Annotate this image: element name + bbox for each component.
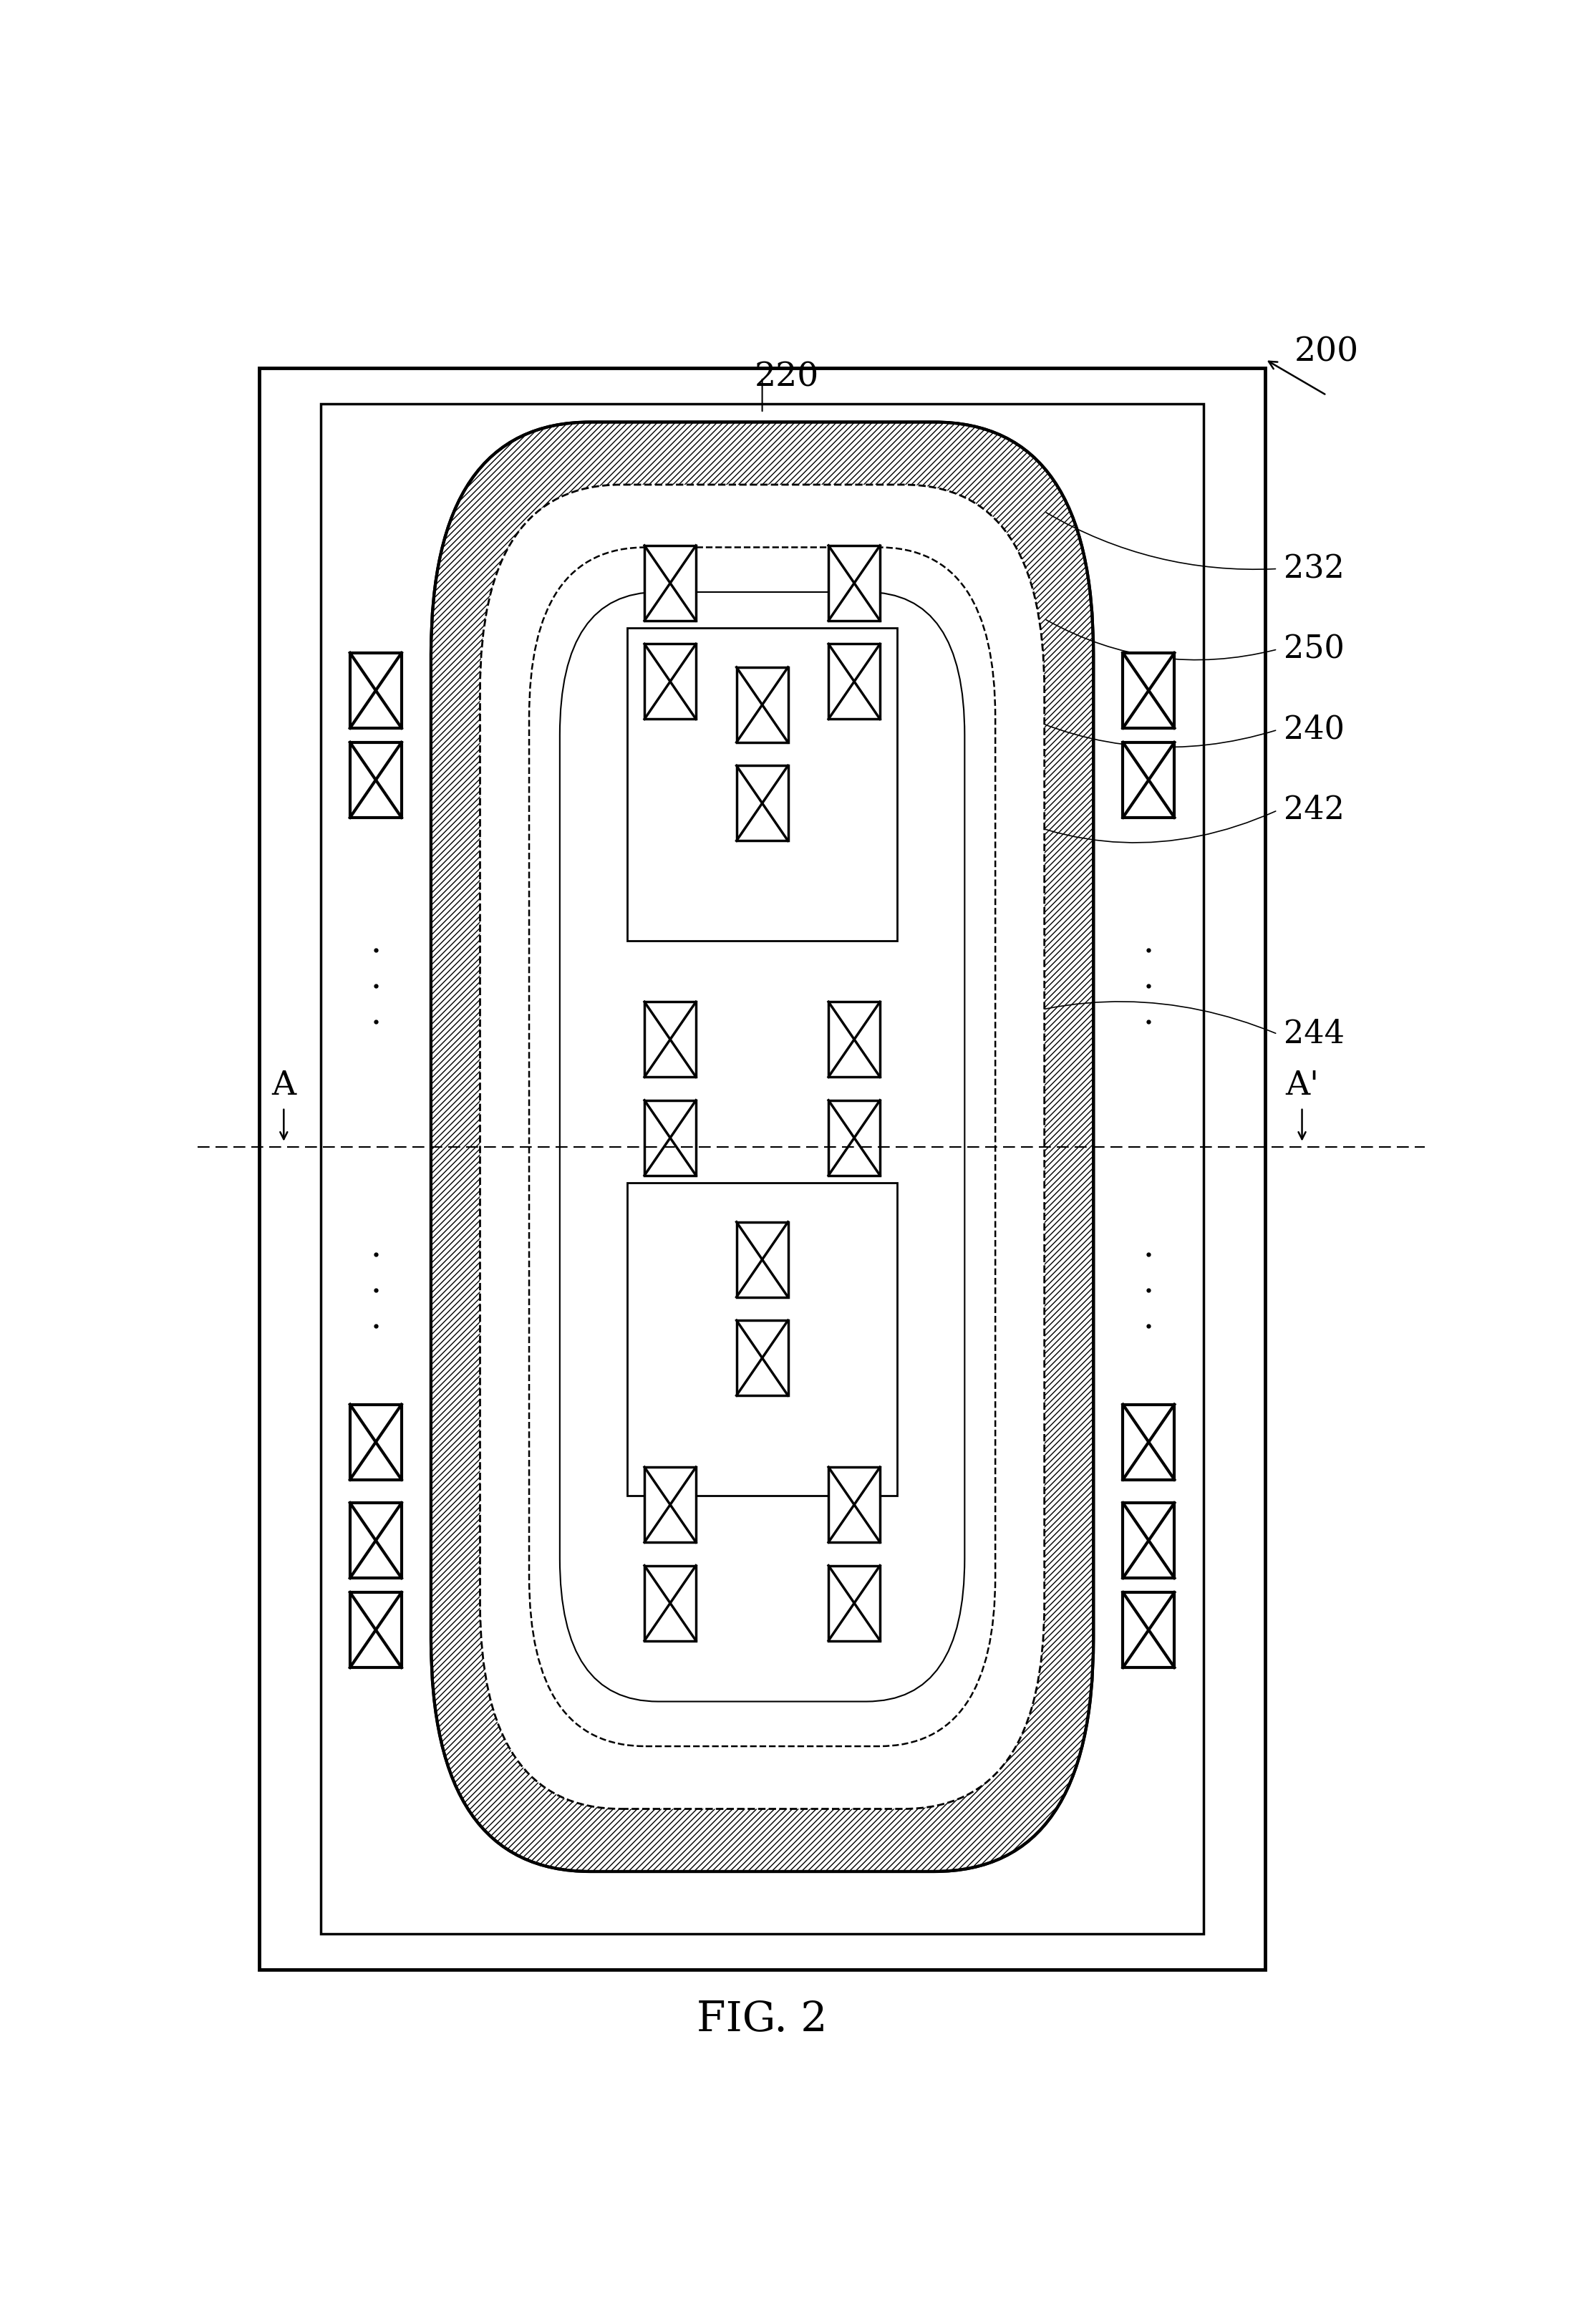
Bar [1122,741,1175,818]
Bar [736,1320,788,1394]
Bar [320,404,1205,1934]
Bar [260,367,1265,1971]
Bar [1122,1592,1175,1669]
Bar [1122,653,1175,727]
Bar [644,644,697,718]
Bar [627,627,898,941]
Bar [644,1566,697,1641]
Text: 200: 200 [1295,337,1358,367]
Text: FIG. 2: FIG. 2 [697,2001,828,2040]
Text: 240: 240 [1284,713,1344,746]
Bar [828,1099,880,1176]
Bar [644,1002,697,1076]
FancyBboxPatch shape [529,546,996,1745]
FancyBboxPatch shape [480,486,1045,1808]
Text: 220: 220 [755,360,818,393]
Bar [350,1404,402,1480]
Bar [736,765,788,841]
Bar [350,1504,402,1578]
Bar [627,1183,898,1497]
Text: 244: 244 [1284,1018,1344,1050]
Text: 250: 250 [1284,634,1344,665]
Text: A: A [272,1069,296,1102]
Bar [350,741,402,818]
Bar [644,1466,697,1543]
Text: A': A' [1285,1069,1319,1102]
Bar [1122,1504,1175,1578]
Text: 232: 232 [1284,553,1344,583]
Bar [828,644,880,718]
Bar [644,1099,697,1176]
Bar [828,1002,880,1076]
Bar [644,546,697,621]
Bar [828,1466,880,1543]
Bar [828,1566,880,1641]
FancyBboxPatch shape [560,593,964,1701]
Bar [350,1592,402,1669]
Bar [1122,1404,1175,1480]
Bar [350,653,402,727]
Bar [736,1222,788,1297]
Text: 242: 242 [1284,795,1344,825]
Bar [828,546,880,621]
Bar [736,667,788,741]
FancyBboxPatch shape [431,423,1094,1871]
